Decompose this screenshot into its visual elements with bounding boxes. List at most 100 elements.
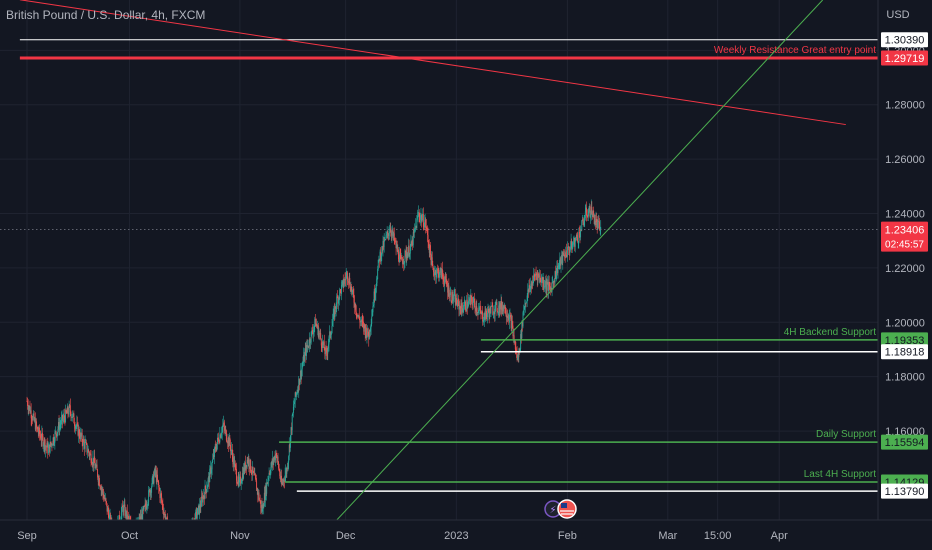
candle-body <box>354 303 356 308</box>
candle-body <box>53 437 55 443</box>
us-flag-icon[interactable] <box>557 499 577 519</box>
candle-body <box>528 285 530 293</box>
candle-body <box>406 254 408 259</box>
candle-body <box>545 281 547 291</box>
candle-body <box>35 421 37 430</box>
candle-body <box>590 215 592 218</box>
candle-body <box>281 475 282 485</box>
candle-body <box>480 310 482 315</box>
candle-body <box>238 476 240 483</box>
candle-body <box>449 296 450 298</box>
candle-body <box>352 289 354 295</box>
candle-body <box>438 270 440 278</box>
candle-body <box>161 496 163 502</box>
candle-body <box>488 308 490 313</box>
candle-body <box>332 321 334 327</box>
candle-body <box>520 334 522 339</box>
candle-body <box>569 249 571 254</box>
candle-body <box>507 317 509 319</box>
green-support-trendline[interactable] <box>336 0 824 521</box>
us-flag-canton <box>561 503 567 508</box>
candle-body <box>465 301 466 310</box>
event-badges[interactable]: ⚡ <box>544 499 577 519</box>
candle-body <box>250 459 252 472</box>
time-axis[interactable]: Sep Oct Nov Dec 2023 Feb Mar 15:00 Apr <box>0 519 932 550</box>
candle-body <box>284 480 285 482</box>
candle-body <box>376 283 377 287</box>
horizontal-levels[interactable]: Weekly Resistance Great entry point 4H Ba… <box>19 39 878 492</box>
candle-body <box>431 257 433 265</box>
candle-body <box>487 308 489 313</box>
candle-body <box>208 476 210 483</box>
candle-body <box>504 305 506 313</box>
candle-body <box>438 275 440 278</box>
candle-body <box>278 468 280 471</box>
candle-body <box>489 307 491 318</box>
candle-body <box>377 268 379 280</box>
candle-body <box>400 254 402 259</box>
candle-body <box>227 442 228 444</box>
price-axis[interactable]: USD 1.300001.280001.260001.240001.220001… <box>878 0 932 550</box>
candle-body <box>162 503 164 510</box>
candle-body <box>314 318 316 327</box>
candle-body <box>141 514 142 520</box>
candle-body <box>256 489 258 491</box>
candle-body <box>596 222 598 229</box>
candle-body <box>253 472 255 473</box>
candle-body <box>394 240 396 242</box>
candle-body <box>92 458 94 465</box>
candle-body <box>362 320 364 322</box>
candle-body <box>246 465 247 468</box>
candle-body <box>481 312 482 315</box>
candle-body <box>538 274 540 277</box>
candle-body <box>71 416 72 418</box>
candle-body <box>328 336 330 345</box>
candle-body <box>422 214 424 227</box>
candle-body <box>403 261 405 264</box>
candle-body <box>390 232 392 236</box>
candle-body <box>413 228 415 233</box>
candle-body <box>453 294 455 300</box>
candle-body <box>447 285 449 293</box>
candle-body <box>98 478 100 486</box>
candle-body <box>39 427 40 435</box>
candle-body <box>199 503 201 514</box>
candle-body <box>570 240 572 248</box>
candle-body <box>340 289 342 294</box>
candle-body <box>513 335 514 337</box>
candle-body <box>433 272 435 276</box>
candle-body <box>216 443 218 451</box>
candle-body <box>430 245 431 256</box>
candle-body <box>558 263 560 266</box>
candle-body <box>301 365 303 369</box>
candle-body <box>281 482 283 485</box>
last-price-label: 1.23406 <box>885 225 925 237</box>
trendlines[interactable] <box>19 0 846 521</box>
candle-body <box>217 437 219 440</box>
candle-body <box>492 313 494 315</box>
candle-body <box>565 250 567 257</box>
candle-body <box>402 260 404 265</box>
candle-body <box>432 267 434 273</box>
candle-body <box>68 405 70 415</box>
candle-body <box>469 298 471 301</box>
lightning-glyph: ⚡ <box>549 505 556 516</box>
candle-body <box>374 291 376 298</box>
candle-body <box>292 406 294 414</box>
candle-body <box>405 250 406 252</box>
candle-body <box>428 246 430 253</box>
candle-body <box>303 355 305 362</box>
candle-body <box>239 476 241 479</box>
candle-body <box>390 228 392 233</box>
candle-body <box>370 327 371 332</box>
candle-body <box>159 490 161 499</box>
candle-body <box>578 232 580 233</box>
currency-label: USD <box>886 9 909 21</box>
candle-body <box>316 325 318 329</box>
red-resistance-trendline[interactable] <box>19 0 846 126</box>
candle-body <box>466 299 468 311</box>
candle-body <box>335 306 336 309</box>
candle-body <box>123 505 125 512</box>
candle-body <box>103 498 105 499</box>
